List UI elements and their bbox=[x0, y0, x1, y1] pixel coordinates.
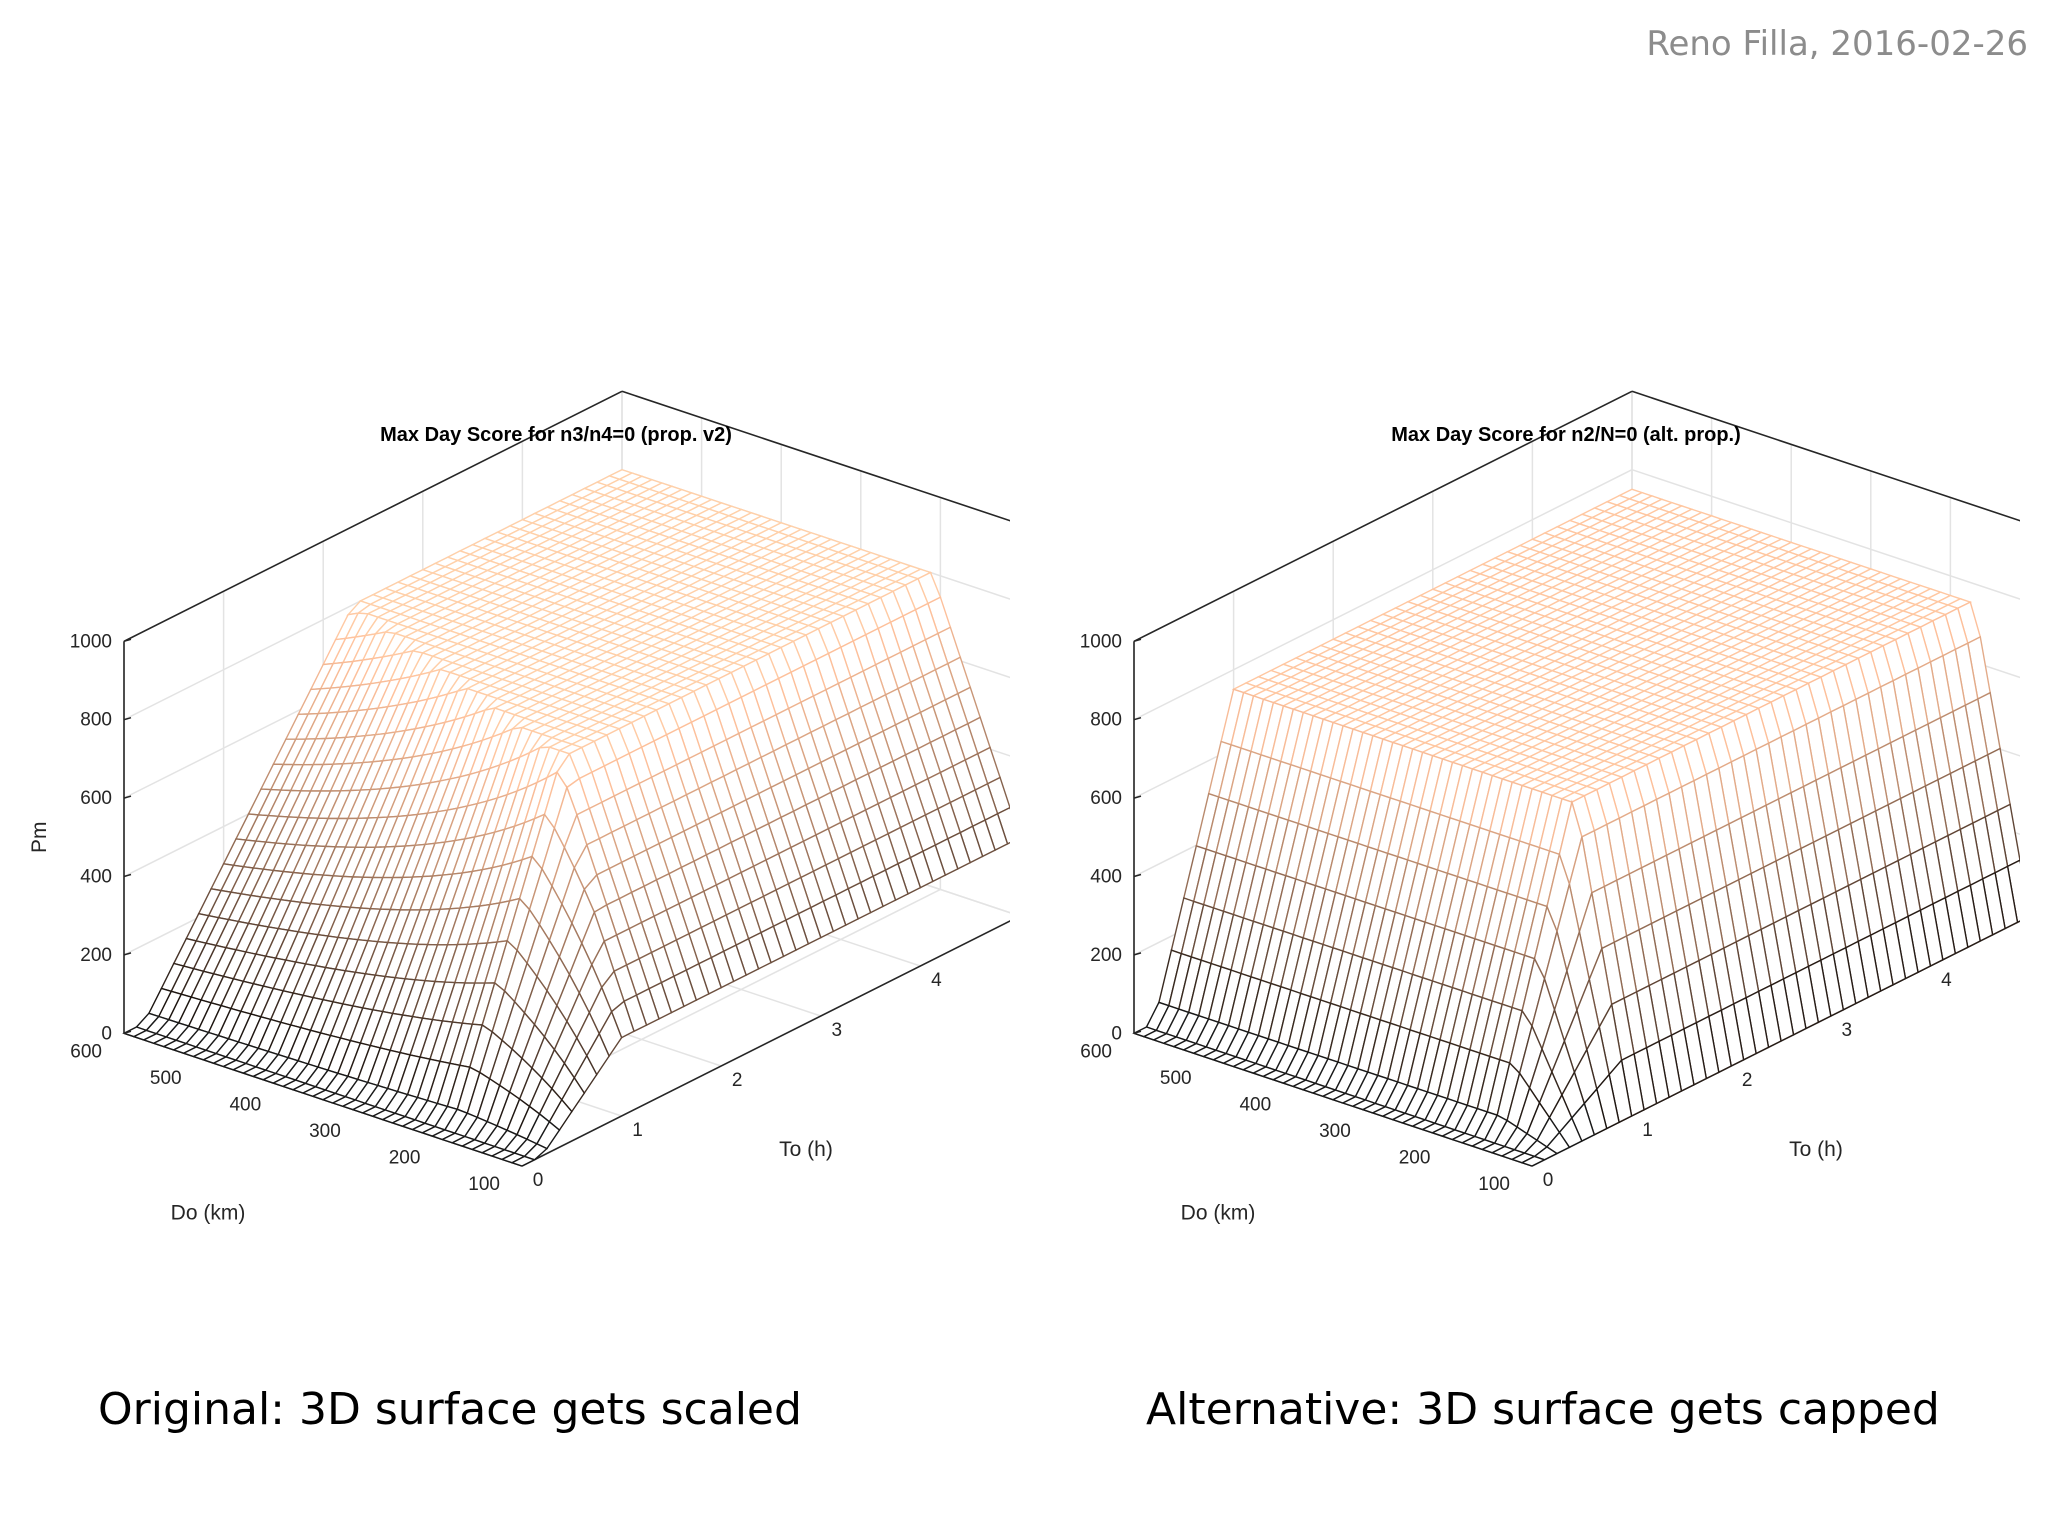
do-axis-label: Do (km) bbox=[1181, 1202, 1256, 1225]
caption-left: Original: 3D surface gets scaled bbox=[98, 1384, 802, 1435]
z-tick bbox=[123, 952, 132, 956]
to-tick-label: 2 bbox=[1742, 1070, 1753, 1091]
surface-plot-left: 0200400600800100010020030040050060001234… bbox=[28, 390, 1010, 1225]
do-tick-label: 100 bbox=[1478, 1174, 1510, 1195]
z-tick bbox=[123, 795, 132, 799]
do-tick-label: 500 bbox=[150, 1068, 182, 1089]
axis-edge bbox=[123, 390, 623, 643]
to-tick-label: 4 bbox=[931, 970, 942, 991]
caption-right: Alternative: 3D surface gets capped bbox=[1146, 1384, 1940, 1435]
z-tick-label: 800 bbox=[80, 710, 112, 731]
z-tick-label: 1000 bbox=[70, 631, 112, 652]
tick-labels: 0200400600800100010020030040050060001234… bbox=[28, 631, 942, 1225]
z-tick-label: 600 bbox=[1090, 788, 1122, 809]
to-axis-label: To (h) bbox=[779, 1138, 833, 1161]
z-tick-label: 1000 bbox=[1080, 631, 1122, 652]
to-tick-label: 3 bbox=[1842, 1020, 1853, 1041]
to-tick-label: 1 bbox=[632, 1120, 643, 1141]
surface-mesh bbox=[122, 468, 1010, 1167]
z-tick bbox=[1133, 952, 1142, 956]
to-tick-label: 3 bbox=[832, 1020, 843, 1041]
z-tick-label: 400 bbox=[1090, 867, 1122, 888]
surface-cell bbox=[510, 1155, 537, 1167]
surface-cell bbox=[1520, 1155, 1547, 1167]
do-tick-label: 200 bbox=[1399, 1147, 1431, 1168]
z-tick-label: 200 bbox=[1090, 945, 1122, 966]
z-tick bbox=[123, 873, 132, 878]
tick-labels: 0200400600800100010020030040050060001234… bbox=[1080, 631, 1952, 1225]
do-tick-label: 100 bbox=[468, 1174, 500, 1195]
chart-title: Max Day Score for n3/n4=0 (prop. v2) bbox=[380, 424, 732, 446]
do-tick-label: 400 bbox=[229, 1094, 261, 1115]
to-tick-label: 1 bbox=[1642, 1120, 1653, 1141]
to-tick-label: 4 bbox=[1941, 970, 1952, 991]
z-tick-label: 600 bbox=[80, 788, 112, 809]
z-tick-label: 0 bbox=[1111, 1023, 1122, 1044]
z-tick bbox=[123, 716, 132, 721]
pm-axis-label: Pm bbox=[28, 822, 51, 854]
do-tick-label: 300 bbox=[1319, 1121, 1351, 1142]
axis-edge bbox=[621, 390, 1010, 522]
z-tick bbox=[1133, 1030, 1142, 1035]
do-tick-label: 500 bbox=[1160, 1068, 1192, 1089]
to-tick-label: 2 bbox=[732, 1070, 743, 1091]
surface-plot-right: 0200400600800100010020030040050060001234… bbox=[1080, 390, 2020, 1225]
axis-edge bbox=[1133, 390, 1633, 643]
author-date: Reno Filla, 2016-02-26 bbox=[1646, 24, 2028, 64]
z-tick-label: 400 bbox=[80, 867, 112, 888]
do-tick-label: 300 bbox=[309, 1121, 341, 1142]
z-tick bbox=[1133, 716, 1142, 721]
axis-edge bbox=[1631, 390, 2020, 522]
z-tick bbox=[123, 1030, 132, 1035]
axis-edge bbox=[521, 920, 1010, 1167]
z-tick-label: 0 bbox=[101, 1023, 112, 1044]
do-tick-label: 600 bbox=[1080, 1041, 1112, 1062]
chart-title: Max Day Score for n2/N=0 (alt. prop.) bbox=[1391, 424, 1741, 446]
z-tick-label: 800 bbox=[1090, 710, 1122, 731]
to-axis-label: To (h) bbox=[1789, 1138, 1843, 1161]
to-tick-label: 0 bbox=[1543, 1170, 1554, 1191]
do-tick-label: 600 bbox=[70, 1041, 102, 1062]
z-tick-label: 200 bbox=[80, 945, 112, 966]
z-tick bbox=[1133, 795, 1142, 799]
gridline-z-side bbox=[1133, 469, 1633, 721]
surface-mesh bbox=[1132, 488, 2020, 1167]
z-tick bbox=[123, 638, 132, 643]
z-tick bbox=[1133, 873, 1142, 878]
do-axis-label: Do (km) bbox=[171, 1202, 246, 1225]
to-tick-label: 0 bbox=[533, 1170, 544, 1191]
z-tick bbox=[1133, 638, 1142, 643]
do-tick-label: 200 bbox=[389, 1147, 421, 1168]
gridline-z-back bbox=[1631, 468, 2020, 600]
do-tick-label: 400 bbox=[1239, 1094, 1271, 1115]
